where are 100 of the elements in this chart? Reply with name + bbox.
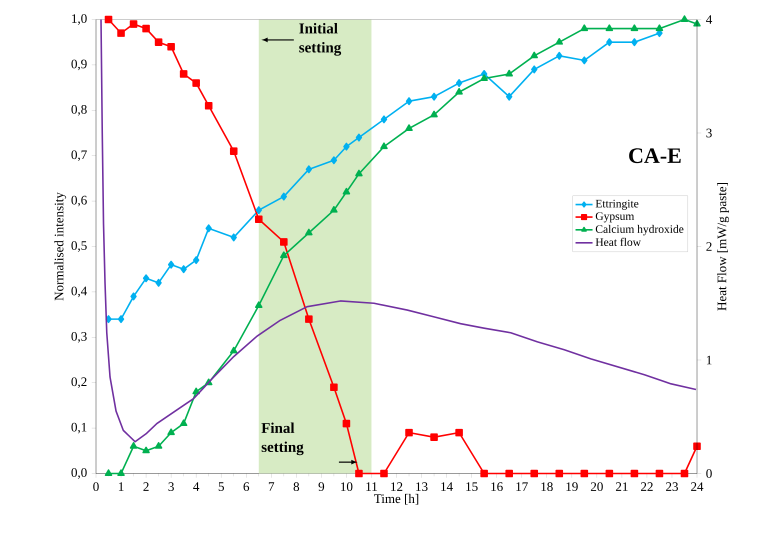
y-tick-label: 0,9 xyxy=(71,60,87,70)
point xyxy=(204,102,212,110)
point xyxy=(154,442,162,449)
point xyxy=(280,238,288,246)
y2-tick-label: 2 xyxy=(706,242,712,251)
point xyxy=(693,442,701,450)
point xyxy=(631,38,638,46)
point xyxy=(305,228,313,236)
y2-axis-title: Heat Flow [mW/g paste] xyxy=(717,183,729,311)
point xyxy=(230,233,237,242)
point xyxy=(455,428,463,436)
x-tick-label: 5 xyxy=(218,482,224,491)
legend-label: Ettringite xyxy=(596,200,638,210)
x-tick-label: 20 xyxy=(590,482,603,492)
x-tick-label: 6 xyxy=(244,482,250,492)
x-tick-label: 16 xyxy=(491,482,503,492)
point xyxy=(180,265,187,274)
point xyxy=(506,92,512,101)
x-tick-label: 11 xyxy=(366,482,377,491)
point xyxy=(343,142,350,151)
point xyxy=(117,29,125,37)
x-tick-label: 2 xyxy=(143,482,149,491)
point xyxy=(192,388,200,394)
point xyxy=(531,65,538,74)
point xyxy=(355,470,363,478)
point xyxy=(355,170,363,176)
point xyxy=(330,383,338,392)
point xyxy=(430,433,438,441)
point xyxy=(154,38,162,46)
x-tick-label: 4 xyxy=(193,482,200,491)
x-tick-label: 10 xyxy=(341,482,352,492)
point xyxy=(480,74,488,82)
point xyxy=(380,142,388,150)
point xyxy=(380,115,388,124)
point xyxy=(130,442,138,449)
point xyxy=(505,470,513,478)
point xyxy=(455,88,463,95)
point xyxy=(530,470,538,478)
y2-tick-label: 4 xyxy=(706,15,712,24)
point xyxy=(155,278,162,287)
point xyxy=(280,192,288,201)
point xyxy=(606,24,614,32)
point xyxy=(168,260,174,269)
point xyxy=(330,206,338,213)
point xyxy=(380,470,388,478)
point xyxy=(118,315,124,324)
point xyxy=(180,70,188,78)
point xyxy=(192,79,200,87)
point xyxy=(180,419,188,426)
point xyxy=(142,446,150,454)
point xyxy=(656,24,664,32)
point xyxy=(406,97,412,106)
x-tick-label: 18 xyxy=(541,482,553,492)
point xyxy=(142,274,150,282)
y-tick-label: 0,1 xyxy=(71,422,86,434)
legend-label: Gypsum xyxy=(596,212,634,222)
x-tick-label: 9 xyxy=(318,482,324,492)
x-tick-label: 1 xyxy=(118,482,124,491)
point xyxy=(405,124,413,131)
x-tick-label: 19 xyxy=(566,482,578,492)
point xyxy=(606,470,614,478)
point xyxy=(104,16,112,24)
point xyxy=(430,92,438,101)
point xyxy=(255,301,263,308)
point xyxy=(130,292,137,300)
point xyxy=(530,52,538,58)
point xyxy=(430,110,438,118)
point xyxy=(480,470,488,478)
x-tick-label: 21 xyxy=(616,482,628,491)
point xyxy=(330,156,338,164)
point xyxy=(456,79,462,88)
point xyxy=(254,215,263,224)
y-tick-label: 0,2 xyxy=(71,377,86,388)
x-tick-label: 13 xyxy=(416,482,428,492)
point xyxy=(230,346,238,354)
point xyxy=(305,315,313,323)
point xyxy=(581,56,588,64)
point xyxy=(630,24,638,32)
point xyxy=(680,15,688,22)
x-tick-label: 7 xyxy=(268,482,274,491)
point xyxy=(606,38,613,46)
y2-tick-label: 0 xyxy=(706,469,712,478)
point xyxy=(556,52,562,60)
x-tick-label: 17 xyxy=(516,482,528,491)
point xyxy=(256,206,262,214)
x-tick-label: 24 xyxy=(691,482,704,491)
y-tick-label: 0,3 xyxy=(71,332,87,343)
x-tick-label: 8 xyxy=(294,482,300,492)
point xyxy=(405,428,413,436)
point xyxy=(142,24,150,32)
y2-tick-label: 1 xyxy=(706,356,712,364)
y-tick-label: 0,0 xyxy=(71,468,87,479)
x-tick-label: 22 xyxy=(641,482,653,491)
x-tick-label: 14 xyxy=(441,482,453,491)
y-tick-label: 0,7 xyxy=(71,150,87,162)
y-tick-label: 0,4 xyxy=(71,286,88,298)
legend-label: Heat flow xyxy=(596,238,641,246)
point xyxy=(117,469,125,476)
point xyxy=(356,134,362,142)
y-tick-label: 0,6 xyxy=(71,196,87,206)
